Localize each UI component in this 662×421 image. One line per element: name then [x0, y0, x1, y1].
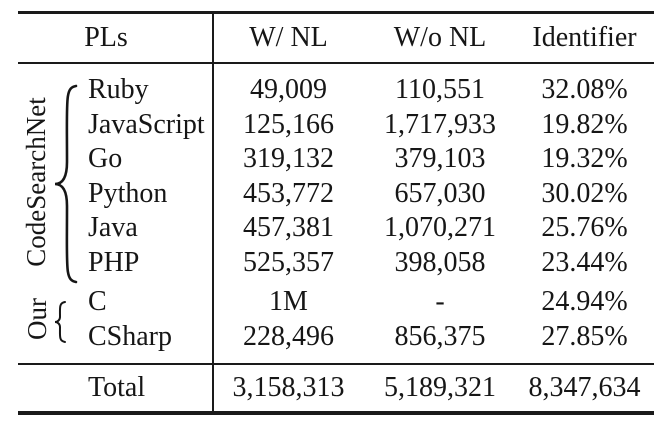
wo-nl-value: 1,717,933: [384, 108, 496, 140]
table-bottom-rule: [18, 411, 654, 415]
total-w-nl-value: 3,158,313: [232, 372, 345, 403]
wo-nl-value: 379,103: [394, 143, 486, 175]
column-header-pls: PLs: [84, 22, 128, 53]
table-total-row: Total 3,158,313 5,189,321 8,347,634: [18, 365, 654, 411]
identifier-value: 24.94%: [541, 285, 628, 317]
table-top-rule: [18, 11, 654, 14]
total-identifier-value: 8,347,634: [528, 372, 641, 403]
identifier-value: 23.44%: [541, 246, 628, 278]
table-total-rule: [18, 363, 654, 365]
column-header-identifier: Identifier: [532, 22, 637, 53]
identifier-value: 19.82%: [541, 108, 628, 140]
wo-nl-value: 398,058: [394, 246, 486, 278]
table-row-go: Go 319,132 379,103 19.32%: [18, 142, 654, 177]
pl-name: Java: [88, 212, 138, 244]
column-header-w-nl: W/ NL: [249, 22, 328, 53]
wo-nl-value: 1,070,271: [384, 212, 496, 244]
table-vertical-divider: [212, 14, 214, 411]
w-nl-value: 319,132: [243, 143, 334, 175]
w-nl-value: 457,381: [243, 212, 334, 244]
table-row-csharp: CSharp 228,496 856,375 27.85%: [18, 319, 654, 354]
w-nl-value: 453,772: [243, 177, 334, 209]
wo-nl-value: 110,551: [395, 74, 485, 106]
w-nl-value: 228,496: [243, 320, 334, 352]
total-label: Total: [88, 372, 146, 403]
identifier-value: 19.32%: [541, 143, 628, 175]
pl-name: C: [88, 285, 107, 317]
codesearchnet-group-brace: [54, 84, 78, 284]
pl-name: JavaScript: [88, 108, 205, 140]
table-row-javascript: JavaScript 125,166 1,717,933 19.82%: [18, 108, 654, 143]
identifier-value: 25.76%: [541, 212, 628, 244]
table-row-java: Java 457,381 1,070,271 25.76%: [18, 211, 654, 246]
table-row-c: C 1M - 24.94%: [18, 284, 654, 319]
table-row-ruby: Ruby 49,009 110,551 32.08%: [18, 73, 654, 108]
table-header-rule: [18, 62, 654, 64]
identifier-value: 32.08%: [541, 74, 628, 106]
our-group-brace: [54, 301, 66, 343]
pl-name: Python: [88, 177, 168, 209]
w-nl-value: 49,009: [250, 74, 327, 106]
table-row-php: PHP 525,357 398,058 23.44%: [18, 246, 654, 281]
total-wo-nl-value: 5,189,321: [384, 372, 496, 403]
pl-name: PHP: [88, 246, 140, 278]
identifier-value: 27.85%: [541, 320, 628, 352]
w-nl-value: 525,357: [243, 246, 334, 278]
pl-name: CSharp: [88, 320, 172, 352]
wo-nl-value: -: [435, 285, 445, 317]
column-header-wo-nl: W/o NL: [393, 22, 487, 53]
pl-name: Ruby: [88, 74, 149, 106]
pl-name: Go: [88, 143, 123, 175]
table-body: Ruby 49,009 110,551 32.08% JavaScript 12…: [18, 64, 654, 354]
table-row-python: Python 453,772 657,030 30.02%: [18, 177, 654, 212]
identifier-value: 30.02%: [541, 177, 628, 209]
w-nl-value: 1M: [269, 285, 308, 317]
wo-nl-value: 856,375: [394, 320, 486, 352]
table-header-row: PLs W/ NL W/o NL Identifier: [18, 14, 654, 62]
w-nl-value: 125,166: [243, 108, 334, 140]
wo-nl-value: 657,030: [394, 177, 486, 209]
